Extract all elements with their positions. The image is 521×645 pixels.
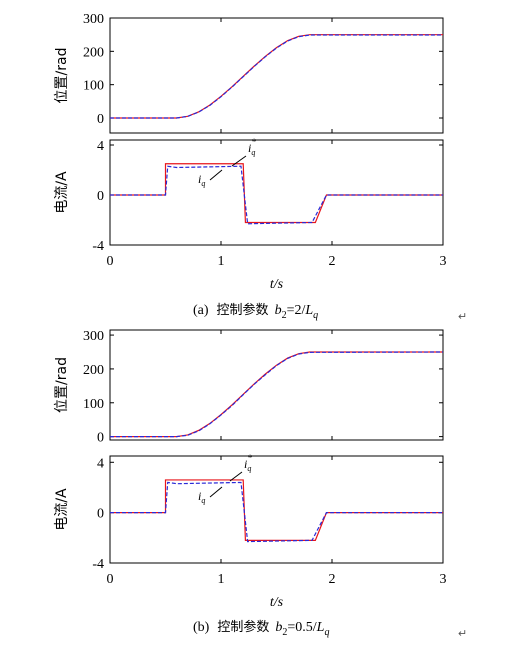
x-tick-label: 1 — [218, 254, 225, 269]
y-axis-label: 位置/rad — [54, 48, 70, 104]
y-tick-label: 0 — [97, 112, 104, 127]
annotation-sub: q — [201, 179, 205, 188]
caption-L-sub: q — [324, 627, 329, 638]
y-tick-label: 200 — [83, 45, 104, 60]
x-axis-label: t/s — [270, 595, 284, 610]
y-tick-label: 0 — [97, 431, 104, 446]
series-line — [110, 351, 444, 438]
y-tick-label: 4 — [97, 139, 104, 154]
y-tick-label: 0 — [97, 189, 104, 204]
annotation-sub: q — [251, 148, 255, 157]
annotation: iq — [198, 489, 205, 505]
x-tick-label: 1 — [218, 572, 225, 587]
plot-frame — [109, 455, 444, 564]
plot-frame — [109, 17, 444, 134]
caption-L: L — [316, 620, 325, 635]
plot-frame — [109, 139, 444, 246]
x-tick-label: 0 — [107, 572, 114, 587]
y-axis-label: 位置/rad — [54, 357, 70, 413]
caption-text: 控制参数 — [217, 619, 269, 635]
plot-frame — [109, 329, 444, 441]
caption-eq: =2/ — [287, 303, 306, 318]
caption: (a) 控制参数 b2=2/Lq — [193, 302, 318, 321]
caption-L: L — [304, 303, 313, 318]
x-tick-label: 3 — [440, 254, 447, 269]
annotation-leader — [231, 155, 247, 167]
annotation-base: i — [198, 489, 201, 503]
y-axis-label: 电流/A — [54, 488, 70, 531]
series-line — [110, 34, 443, 119]
series-line — [110, 351, 443, 438]
return-mark: ↵ — [458, 628, 467, 640]
series-line — [110, 165, 443, 225]
caption: (b) 控制参数 b2=0.5/Lq — [193, 619, 329, 638]
caption-b-sub: 2 — [282, 627, 287, 638]
caption-b: b — [275, 620, 282, 635]
annotation: iq* — [244, 453, 252, 473]
caption-text: 控制参数 — [217, 302, 269, 318]
annotation-base: i — [248, 141, 251, 155]
x-tick-label: 3 — [440, 572, 447, 587]
series-line — [110, 479, 443, 541]
series-line — [110, 34, 443, 119]
caption-label: (a) — [193, 303, 209, 318]
annotation-base: i — [244, 457, 247, 471]
y-tick-label: 100 — [83, 397, 104, 412]
y-tick-label: 300 — [83, 329, 104, 344]
y-tick-label: -4 — [92, 557, 104, 572]
series-line — [110, 163, 443, 224]
y-tick-label: 0 — [97, 507, 104, 522]
annotation-leader — [229, 471, 243, 482]
annotation: iq — [198, 172, 205, 188]
annotation-sup: * — [247, 453, 252, 463]
y-tick-label: -4 — [92, 239, 104, 254]
annotation-sub: q — [247, 464, 251, 473]
x-tick-label: 2 — [329, 572, 336, 587]
y-axis-label: 电流/A — [54, 171, 70, 214]
annotation-sub: q — [201, 496, 205, 505]
annotation: iq* — [248, 137, 256, 157]
x-tick-label: 0 — [107, 254, 114, 269]
x-tick-label: 2 — [329, 254, 336, 269]
x-axis-label: t/s — [270, 277, 284, 292]
y-tick-label: 300 — [83, 12, 104, 27]
y-tick-label: 4 — [97, 456, 104, 471]
caption-label: (b) — [193, 620, 210, 635]
annotation-leader — [209, 169, 223, 181]
annotation-sup: * — [251, 137, 256, 147]
y-tick-label: 100 — [83, 79, 104, 94]
return-mark: ↵ — [458, 311, 467, 323]
caption-L-sub: q — [313, 310, 318, 321]
annotation-leader — [209, 486, 223, 498]
caption-b: b — [275, 303, 282, 318]
y-tick-label: 200 — [83, 363, 104, 378]
caption-b-sub: 2 — [282, 310, 287, 321]
annotation-base: i — [198, 172, 201, 186]
series-line — [110, 481, 443, 543]
caption-eq: =0.5/ — [287, 620, 316, 635]
